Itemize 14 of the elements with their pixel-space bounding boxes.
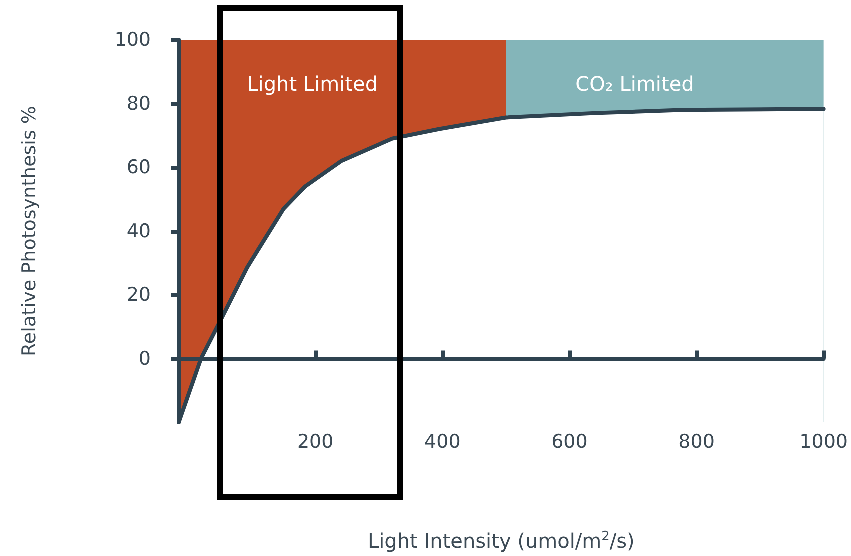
y-tick-label: 40: [126, 220, 151, 242]
x-tick-label: 200: [297, 431, 334, 453]
y-axis-title: Relative Photosynthesis %: [18, 106, 40, 356]
band-label: Light Limited: [247, 72, 378, 96]
y-tick-label: 80: [126, 92, 151, 115]
x-tick-label: 400: [424, 431, 461, 453]
y-tick-label: 20: [126, 284, 151, 306]
y-tick-label: 60: [126, 156, 151, 178]
y-tick-label: 0: [138, 348, 151, 370]
x-tick-label: 600: [552, 431, 588, 453]
band-label: CO₂ Limited: [576, 72, 694, 96]
x-tick-label: 800: [678, 431, 715, 453]
x-tick-label: 1000: [800, 431, 848, 453]
y-tick-label: 100: [114, 29, 151, 51]
